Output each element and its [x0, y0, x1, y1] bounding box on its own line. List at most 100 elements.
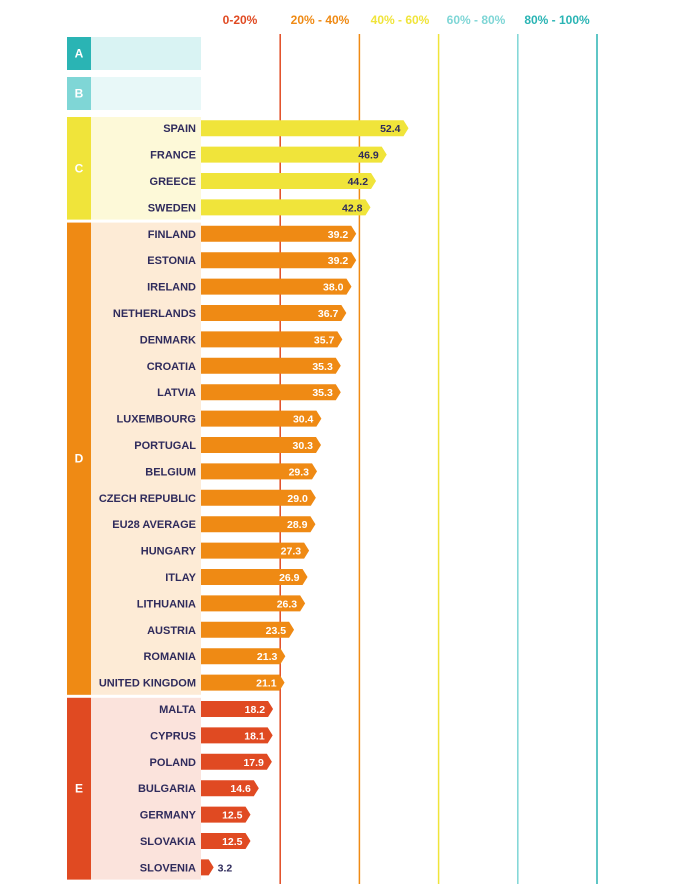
country-label: PORTUGAL	[134, 440, 196, 452]
bar	[201, 199, 371, 216]
grade-tab-a	[67, 37, 91, 70]
country-label: SLOVAKIA	[140, 836, 196, 848]
bar	[201, 701, 274, 717]
grade-letter: B	[75, 87, 84, 101]
bar	[201, 542, 310, 559]
bar	[201, 252, 357, 269]
country-label: LITHUANIA	[137, 598, 196, 610]
bar	[201, 833, 251, 849]
legend-label: 20% - 40%	[291, 13, 350, 27]
value-label: 17.9	[243, 757, 264, 769]
bar	[201, 331, 343, 348]
bar	[201, 489, 316, 506]
country-label: FINLAND	[148, 229, 196, 241]
country-label: SLOVENIA	[140, 862, 196, 874]
country-label: BELGIUM	[145, 466, 196, 478]
value-label: 14.6	[230, 783, 251, 795]
value-label: 30.3	[293, 440, 314, 452]
bar	[201, 859, 214, 876]
value-label: 26.3	[277, 598, 298, 610]
value-label: 21.1	[256, 678, 277, 690]
grade-tab-e	[67, 697, 91, 880]
value-label: 26.9	[279, 572, 300, 584]
bar	[201, 305, 347, 321]
bar	[201, 648, 286, 665]
value-label: 3.2	[218, 862, 233, 874]
country-label: CROATIA	[147, 361, 196, 373]
value-label: 39.2	[328, 255, 349, 267]
value-label: 23.5	[266, 625, 287, 637]
country-label: SWEDEN	[148, 202, 196, 214]
value-label: 30.4	[293, 414, 314, 426]
country-label: POLAND	[150, 757, 197, 769]
value-label: 12.5	[222, 836, 243, 848]
value-label: 52.4	[380, 123, 401, 135]
value-label: 18.1	[244, 730, 265, 742]
country-label: AUSTRIA	[147, 625, 196, 637]
bar	[201, 569, 308, 585]
bar	[201, 621, 295, 638]
value-label: 12.5	[222, 810, 243, 822]
value-label: 35.7	[314, 334, 335, 346]
country-label: MALTA	[159, 704, 196, 716]
value-label: 28.9	[287, 519, 308, 531]
country-label: IRELAND	[147, 282, 196, 294]
grade-tab-d	[67, 222, 91, 695]
bar	[201, 278, 352, 295]
country-label: ITLAY	[165, 572, 196, 584]
country-label: EU28 AVERAGE	[112, 519, 196, 531]
country-label: UNITED KINGDOM	[99, 678, 196, 690]
value-label: 21.3	[257, 651, 278, 663]
country-label: BULGARIA	[138, 783, 196, 795]
bar	[201, 437, 321, 453]
value-label: 39.2	[328, 229, 349, 241]
country-label: ESTONIA	[147, 255, 196, 267]
legend-label: 0-20%	[223, 13, 258, 27]
bar	[201, 780, 259, 797]
bar	[201, 516, 316, 533]
grade-letter: E	[75, 782, 83, 796]
country-label: CZECH REPUBLIC	[99, 493, 196, 505]
country-label: SPAIN	[163, 123, 196, 135]
value-label: 35.3	[312, 361, 333, 373]
bar	[201, 595, 306, 612]
bar	[201, 384, 341, 401]
bar	[201, 146, 387, 163]
value-label: 36.7	[318, 308, 339, 320]
value-label: 29.0	[287, 493, 308, 505]
bar	[201, 463, 318, 480]
grade-letter: C	[75, 161, 84, 175]
legend-label: 60% - 80%	[447, 13, 506, 27]
value-label: 42.8	[342, 202, 363, 214]
country-label: LUXEMBOURG	[117, 414, 196, 426]
country-label: FRANCE	[150, 150, 196, 162]
grade-letter: D	[75, 452, 84, 466]
country-label: CYPRUS	[150, 730, 196, 742]
grade-tab-c	[67, 117, 91, 220]
country-label: ROMANIA	[143, 651, 196, 663]
grade-letter: A	[75, 47, 84, 61]
bar	[201, 357, 341, 374]
value-label: 38.0	[323, 282, 344, 294]
country-label: GREECE	[150, 176, 196, 188]
value-label: 29.3	[289, 466, 310, 478]
bar	[201, 674, 285, 691]
bar	[201, 806, 251, 823]
bar	[201, 173, 377, 189]
value-label: 46.9	[358, 150, 379, 162]
bar	[201, 753, 272, 770]
value-label: 44.2	[348, 176, 369, 188]
country-label: DENMARK	[140, 334, 196, 346]
bar	[201, 410, 322, 427]
country-label: NETHERLANDS	[113, 308, 196, 320]
value-label: 35.3	[312, 387, 333, 399]
legend-label: 80% - 100%	[524, 13, 590, 27]
country-label: GERMANY	[140, 810, 197, 822]
bar	[201, 225, 357, 242]
bar	[201, 120, 409, 137]
value-label: 18.2	[245, 704, 266, 716]
grade-tab-b	[67, 77, 91, 110]
legend-label: 40% - 60%	[371, 13, 430, 27]
country-label: HUNGARY	[141, 546, 197, 558]
